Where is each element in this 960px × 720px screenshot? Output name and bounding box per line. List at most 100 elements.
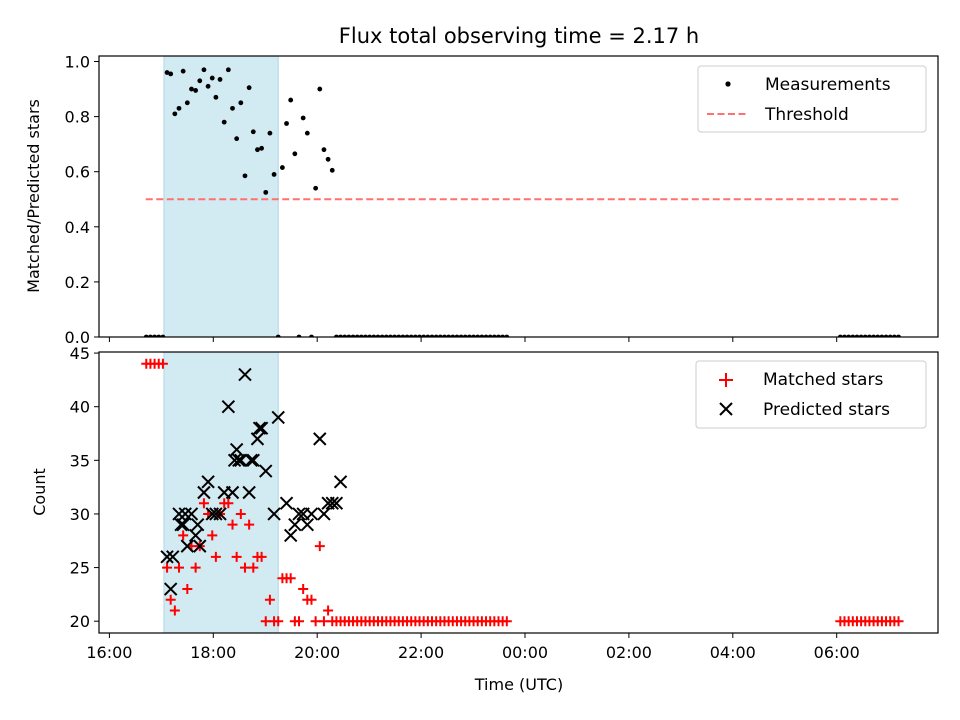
bottom-y-tick-label: 25 <box>70 559 90 578</box>
measurement-point <box>284 121 289 126</box>
predicted-star-point <box>279 496 294 510</box>
predicted-star-point <box>300 517 315 532</box>
matched-star-point <box>256 551 267 562</box>
matched-star-point <box>165 594 176 605</box>
bottom-x-tick-label: 16:00 <box>86 643 132 662</box>
predicted-star-point <box>304 507 319 521</box>
bottom-x-tick-label: 22:00 <box>398 643 444 662</box>
predicted-star-point <box>229 442 244 457</box>
measurement-point <box>180 68 186 74</box>
bottom-y-tick-label: 20 <box>70 612 90 631</box>
measurement-point <box>172 111 178 117</box>
matched-star-point <box>178 530 189 541</box>
bottom-panel: 16:00 18:00 20:00 22:00 00:00 02:00 04:00 06:00… <box>30 344 939 694</box>
matched-star-point <box>231 551 242 562</box>
bottom-x-tick-label: 20:00 <box>294 643 340 662</box>
measurement-point <box>292 151 298 157</box>
bottom-x-tick-label: 06:00 <box>814 643 860 662</box>
predicted-star-point <box>317 507 331 521</box>
measurement-point <box>201 67 207 73</box>
predicted-star-point <box>178 507 192 521</box>
predicted-star-point <box>163 582 178 596</box>
predicted-star-point <box>292 507 306 521</box>
measurement-point <box>238 100 244 106</box>
measurement-point <box>300 115 306 121</box>
measurement-point <box>209 75 215 81</box>
top-legend: Measurements Threshold <box>697 65 927 133</box>
matched-star-point <box>162 562 173 573</box>
measurement-point <box>189 86 194 92</box>
matched-star-point <box>169 605 180 616</box>
predicted-star-point <box>259 464 273 478</box>
predicted-star-point <box>188 528 203 543</box>
predicted-star-point <box>254 421 269 435</box>
measurement-point <box>217 77 223 82</box>
measurement-point <box>168 71 174 77</box>
measurement-point <box>279 165 285 170</box>
predicted-star-point <box>325 496 339 510</box>
predicted-star-point <box>174 517 188 532</box>
measurement-point <box>164 70 170 75</box>
matched-star-point <box>294 616 305 627</box>
matched-star-point <box>174 562 185 573</box>
matched-star-point <box>207 530 218 541</box>
bottom-x-tick-label: 02:00 <box>606 643 652 662</box>
predicted-star-point <box>252 421 267 435</box>
measurement-point <box>329 167 335 173</box>
predicted-star-point <box>329 496 344 510</box>
predicted-star-point <box>225 485 240 500</box>
legend-matched-label: Matched stars <box>763 370 883 390</box>
measurement-point <box>205 83 211 89</box>
measurement-point <box>259 145 265 151</box>
measurement-point <box>193 88 199 93</box>
matched-star-point <box>157 358 168 369</box>
measurement-point <box>230 105 235 111</box>
measurement-point <box>184 100 190 106</box>
predicted-star-point <box>221 399 236 414</box>
predicted-star-point <box>246 453 261 468</box>
matched-star-point <box>273 616 284 627</box>
measurement-point <box>321 147 327 153</box>
legend-measurements-marker <box>725 81 731 87</box>
predicted-star-point <box>232 453 246 468</box>
measurement-point <box>250 129 256 135</box>
measurement-point <box>213 94 219 100</box>
x-axis-label: Time (UTC) <box>474 675 563 694</box>
predicted-star-point <box>160 550 174 564</box>
top-y-tick-label: 0.4 <box>65 218 90 237</box>
top-y-tick-label: 0.6 <box>65 163 90 182</box>
predicted-star-point <box>197 485 211 500</box>
top-y-tick-label: 1.0 <box>65 53 90 72</box>
predicted-star-point <box>166 550 180 564</box>
matched-star-point <box>248 562 259 573</box>
measurement-point <box>246 85 252 91</box>
predicted-star-point <box>242 485 256 500</box>
matched-star-point <box>893 616 904 627</box>
bottom-observing-window-shade <box>163 351 279 634</box>
predicted-star-point <box>267 507 281 521</box>
predicted-star-point <box>250 432 265 446</box>
measurement-point <box>263 189 269 195</box>
predicted-star-point <box>313 432 327 446</box>
measurement-point <box>267 130 273 136</box>
top-legend-box <box>697 65 927 133</box>
legend-threshold-label: Threshold <box>764 105 849 125</box>
matched-star-point <box>501 616 512 627</box>
predicted-star-point <box>271 410 285 425</box>
measurement-point <box>176 105 182 111</box>
top-y-axis-label: Matched/Predicted stars <box>24 99 43 293</box>
matched-star-point <box>223 498 234 509</box>
predicted-star-point <box>227 453 242 468</box>
legend-measurements-label: Measurements <box>765 75 891 95</box>
predicted-star-point <box>209 507 223 521</box>
measurement-point <box>313 185 319 191</box>
matched-star-point <box>244 519 255 530</box>
measurement-point <box>288 97 294 103</box>
predicted-star-point <box>176 517 190 532</box>
matched-star-point <box>314 541 325 552</box>
predicted-star-point <box>193 539 207 553</box>
predicted-star-point <box>333 475 348 489</box>
bottom-x-tick-label: 18:00 <box>190 643 236 662</box>
matched-star-point <box>264 594 275 605</box>
bottom-axes-frame <box>98 351 939 634</box>
